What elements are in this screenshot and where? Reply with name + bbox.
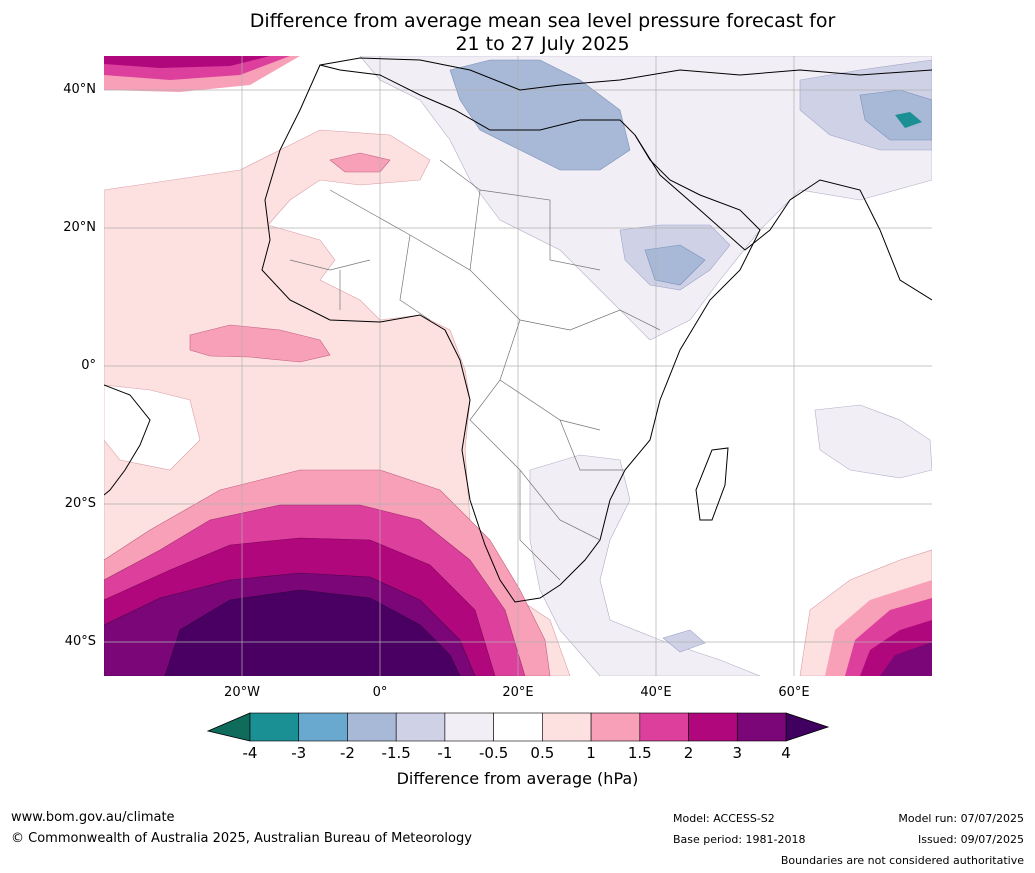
map-area xyxy=(104,56,932,676)
footer-model: Model: ACCESS-S2 xyxy=(673,812,775,825)
colorbar-under-arrow xyxy=(206,712,251,742)
anomaly-band-over-4 xyxy=(164,589,461,676)
lon-label-20e: 20°E xyxy=(502,685,534,700)
colorbar-tick-label: -1 xyxy=(437,744,453,762)
anomaly-blob-equatorial-atlantic xyxy=(189,324,331,363)
lat-label-40s: 40°S xyxy=(64,634,96,649)
colorbar-swatch xyxy=(736,712,787,742)
colorbar-tick-label: -1.5 xyxy=(381,744,411,762)
footer-website[interactable]: www.bom.gov.au/climate xyxy=(11,810,175,825)
colorbar-swatch xyxy=(493,712,543,742)
colorbar-swatch xyxy=(298,712,348,742)
footer-model-run: Model run: 07/07/2025 xyxy=(898,812,1024,825)
lon-label-40e: 40°E xyxy=(640,685,672,700)
colorbar-swatch xyxy=(347,712,397,742)
colorbar-tick-label: -0.5 xyxy=(478,744,509,762)
colorbar-swatch xyxy=(688,712,738,742)
colorbar-swatch xyxy=(395,712,446,742)
colorbar-tick-label: 1.5 xyxy=(627,744,652,762)
anomaly-blob-sahara xyxy=(329,152,391,173)
colorbar-tick-label: 3 xyxy=(732,744,743,762)
footer-disclaimer: Boundaries are not considered authoritat… xyxy=(780,854,1024,867)
colorbar-tick-label: -4 xyxy=(242,744,258,762)
colorbar-tick-label: -2 xyxy=(339,744,355,762)
colorbar-over-arrow xyxy=(785,712,830,742)
colorbar-swatch xyxy=(639,712,689,742)
colorbar-tick-label: 0.5 xyxy=(530,744,555,762)
colorbar-swatch xyxy=(590,712,641,742)
lon-label-0: 0° xyxy=(372,685,388,700)
colorbar-tick-label: -3 xyxy=(291,744,307,762)
anomaly-region-mediterranean-blue xyxy=(449,59,631,171)
colorbar-label: Difference from average (hPa) xyxy=(396,769,639,788)
graticule xyxy=(104,56,932,676)
lat-label-20n: 20°N xyxy=(63,220,96,235)
colorbar-swatch xyxy=(542,712,592,742)
lat-label-20s: 20°S xyxy=(64,496,96,511)
lon-label-60e: 60°E xyxy=(778,685,810,700)
colorbar-tick-label: 2 xyxy=(683,744,694,762)
lat-label-40n: 40°N xyxy=(63,82,96,97)
colorbar-tick-label: 1 xyxy=(586,744,596,762)
map-title-line2: 21 to 27 July 2025 xyxy=(455,33,630,55)
colorbar-swatch xyxy=(249,712,300,742)
colorbar-swatch xyxy=(444,712,494,742)
colorbar xyxy=(206,712,830,742)
map-title-line1: Difference from average mean sea level p… xyxy=(249,10,836,32)
lon-label-20w: 20°W xyxy=(224,685,260,700)
footer-base-period: Base period: 1981-2018 xyxy=(673,833,806,846)
footer-issued: Issued: 09/07/2025 xyxy=(917,833,1024,846)
colorbar-tick-label: 4 xyxy=(781,744,791,762)
country-borders xyxy=(289,159,661,581)
lat-label-0: 0° xyxy=(81,358,96,373)
footer-copyright: © Commonwealth of Australia 2025, Austra… xyxy=(11,831,472,846)
coastlines xyxy=(104,57,932,603)
